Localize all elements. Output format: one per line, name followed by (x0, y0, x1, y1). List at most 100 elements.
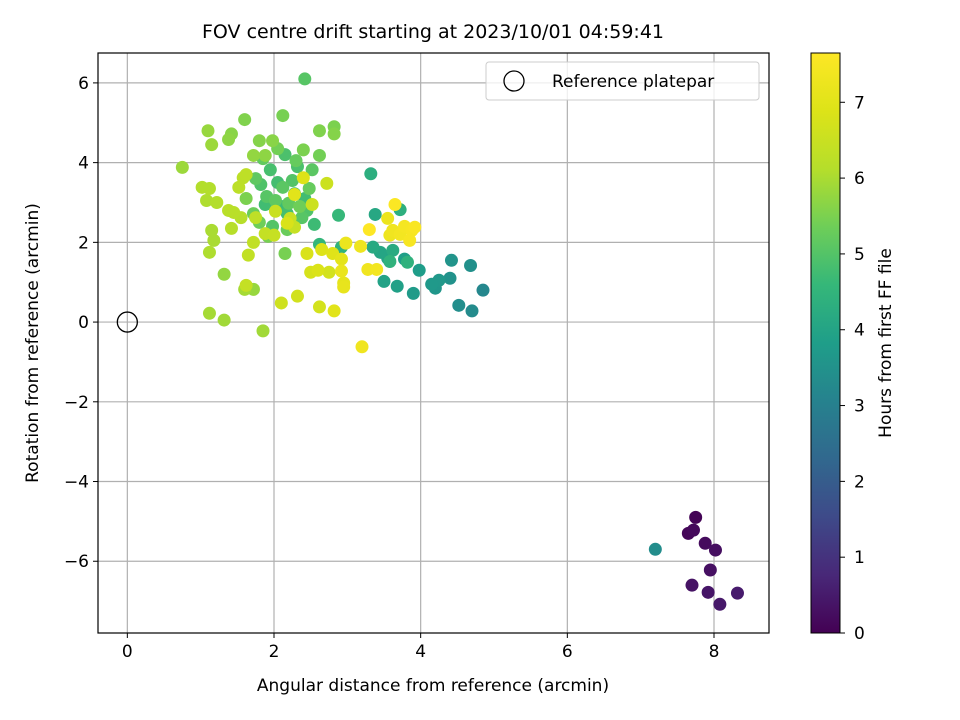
data-point (263, 163, 277, 177)
data-point (708, 543, 722, 557)
data-point (390, 279, 404, 293)
x-tick-label: 4 (415, 642, 426, 662)
colorbar-tick-label: 1 (854, 548, 865, 568)
data-point (386, 243, 400, 257)
y-axis-ticks: −6 −4 −2 0 2 4 6 (64, 74, 98, 572)
data-point (403, 233, 417, 247)
x-tick-label: 0 (122, 642, 133, 662)
data-point (217, 313, 231, 327)
data-point (210, 195, 224, 209)
data-point (337, 280, 351, 294)
data-point (334, 264, 348, 278)
data-point (685, 578, 699, 592)
data-point (258, 148, 272, 162)
colorbar-tick-label: 6 (854, 169, 865, 189)
data-point (246, 148, 260, 162)
y-tick-label: 0 (78, 313, 89, 333)
data-point (355, 340, 369, 354)
data-point (305, 197, 319, 211)
data-point (412, 263, 426, 277)
data-point (241, 248, 255, 262)
data-point (202, 245, 216, 259)
data-point (686, 523, 700, 537)
data-point (713, 597, 727, 611)
data-point (268, 193, 282, 207)
data-point (238, 113, 252, 127)
data-point (425, 277, 439, 291)
data-point (288, 188, 302, 202)
plot-frame (97, 52, 770, 634)
data-point (280, 216, 294, 230)
reference-platepar-point (116, 311, 138, 333)
data-point (207, 233, 221, 247)
data-point (307, 217, 321, 231)
data-point (452, 298, 466, 312)
data-point (268, 204, 282, 218)
y-axis-label: Rotation from reference (arcmin) (23, 203, 43, 483)
data-point (239, 168, 253, 182)
data-point (290, 289, 304, 303)
data-point (202, 182, 216, 196)
data-point (305, 163, 319, 177)
data-point (388, 197, 402, 211)
data-point (312, 148, 326, 162)
data-point (200, 193, 214, 207)
y-tick-label: −4 (64, 473, 89, 493)
data-point (285, 174, 299, 188)
data-point (296, 171, 310, 185)
data-point (311, 263, 325, 277)
data-point (366, 240, 380, 254)
legend-marker-reference (503, 70, 525, 92)
data-point (205, 223, 219, 237)
chart-title: FOV centre drift starting at 2023/10/01 … (202, 21, 664, 43)
data-point (298, 72, 312, 86)
data-point (274, 296, 288, 310)
data-point (296, 143, 310, 157)
data-point (327, 127, 341, 141)
data-point (252, 134, 266, 148)
data-point (302, 182, 316, 196)
colorbar-tick-label: 2 (854, 472, 865, 492)
y-tick-label: 6 (78, 74, 89, 94)
data-point (334, 252, 348, 266)
y-tick-label: 4 (78, 154, 89, 174)
legend-box (485, 61, 760, 101)
y-tick-label: −2 (64, 393, 89, 413)
data-point (222, 203, 236, 217)
data-point (648, 542, 662, 556)
data-point (320, 176, 334, 190)
data-point (239, 191, 253, 205)
colorbar-tick-label: 7 (854, 93, 865, 113)
data-point (354, 239, 368, 253)
x-tick-label: 2 (269, 642, 280, 662)
data-point (267, 228, 281, 242)
colorbar-tick-label: 0 (854, 624, 865, 644)
data-point (312, 300, 326, 314)
legend: Reference platepar (485, 61, 760, 101)
colorbar-tick-label: 3 (854, 397, 865, 417)
data-point (368, 207, 382, 221)
data-point (408, 220, 422, 234)
data-point (339, 236, 353, 250)
data-point (300, 247, 314, 261)
x-tick-label: 6 (562, 642, 573, 662)
data-point (205, 138, 219, 152)
data-point (249, 211, 263, 225)
data-point (364, 167, 378, 181)
data-point (370, 262, 384, 276)
y-tick-label: −6 (64, 552, 89, 572)
colorbar-label: Hours from first FF file (876, 248, 896, 438)
data-point (465, 304, 479, 318)
data-point (276, 180, 290, 194)
data-point (239, 278, 253, 292)
data-point (289, 154, 303, 168)
x-tick-label: 8 (709, 642, 720, 662)
data-point (202, 306, 216, 320)
data-point (295, 211, 309, 225)
data-points (116, 72, 744, 611)
colorbar-ticks: 0 1 2 3 4 5 6 7 (840, 93, 865, 644)
data-point (730, 586, 744, 600)
data-point (222, 133, 236, 147)
colorbar-tick-label: 5 (854, 245, 865, 265)
